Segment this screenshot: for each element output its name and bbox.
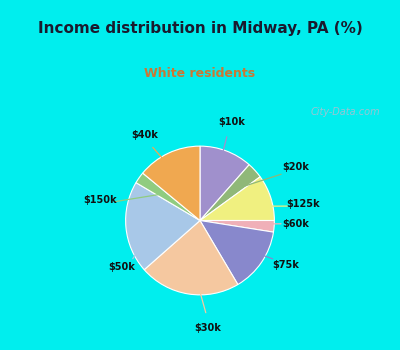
Wedge shape	[200, 165, 260, 220]
Wedge shape	[200, 177, 274, 220]
Text: Income distribution in Midway, PA (%): Income distribution in Midway, PA (%)	[38, 21, 362, 36]
Text: $75k: $75k	[272, 260, 299, 270]
Text: $50k: $50k	[108, 261, 135, 272]
Wedge shape	[144, 220, 238, 295]
Text: $125k: $125k	[286, 199, 320, 209]
Text: $10k: $10k	[218, 117, 245, 127]
Wedge shape	[143, 146, 200, 220]
Text: $40k: $40k	[131, 130, 158, 140]
Text: $150k: $150k	[83, 195, 116, 205]
Wedge shape	[200, 220, 274, 232]
Text: $20k: $20k	[282, 162, 309, 172]
Text: $30k: $30k	[194, 323, 221, 333]
Wedge shape	[200, 220, 274, 285]
Text: $60k: $60k	[282, 219, 309, 229]
Wedge shape	[200, 146, 249, 220]
Wedge shape	[136, 173, 200, 220]
Text: City-Data.com: City-Data.com	[311, 107, 380, 117]
Wedge shape	[126, 183, 200, 270]
Text: White residents: White residents	[144, 67, 256, 80]
